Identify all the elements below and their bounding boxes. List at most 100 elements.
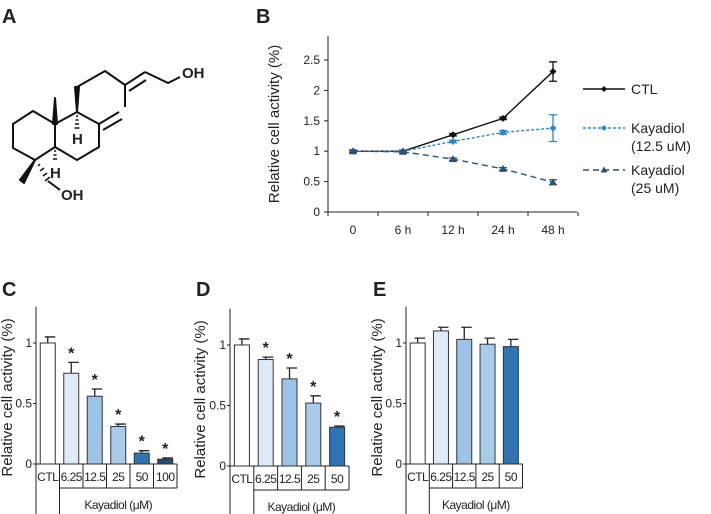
significance-star: *	[92, 372, 99, 389]
category-label: 100	[156, 470, 175, 484]
x-tick-label: 0	[350, 223, 357, 237]
y-axis-title: Relative cell activity (%)	[192, 320, 209, 478]
x-axis-title: Kayadiol (μM)	[84, 498, 152, 512]
hydrogen-label-c9: H	[72, 131, 83, 148]
data-point	[449, 137, 457, 145]
category-label: 50	[136, 470, 149, 484]
y-tick-label: 0	[395, 457, 402, 471]
y-tick-label: 2.5	[303, 53, 320, 67]
panel-label-b: B	[256, 6, 270, 28]
panel-label-e: E	[373, 279, 386, 301]
data-point	[549, 124, 557, 132]
error-bar	[68, 361, 79, 374]
bar	[157, 458, 174, 465]
significance-star: *	[162, 441, 169, 458]
category-label: 12.5	[84, 470, 106, 484]
data-point	[449, 131, 457, 139]
bar-group: * 100	[153, 441, 176, 488]
hydroxyl-label-top: OH	[182, 65, 205, 82]
data-point	[499, 128, 507, 136]
hydroxyl-label-bottom: OH	[61, 187, 84, 204]
category-label: 25	[481, 470, 494, 484]
y-tick-label: 0	[313, 205, 320, 219]
bar	[502, 346, 519, 465]
significance-star: *	[334, 409, 341, 426]
side-chain-ch2oh	[144, 71, 181, 84]
legend-label: Kayadiol	[631, 120, 685, 136]
data-point	[499, 164, 507, 172]
exocyclic-methylene-2	[102, 118, 123, 131]
significance-star: *	[286, 351, 293, 368]
hashed-bond-c5	[53, 150, 57, 160]
category-label: 6.25	[430, 470, 452, 484]
data-point	[499, 114, 507, 122]
significance-star: *	[139, 434, 146, 451]
hashed-bond-c4	[37, 163, 51, 182]
bar	[305, 402, 322, 467]
bar	[456, 338, 473, 465]
category-label: 50	[331, 472, 344, 486]
bar-chart-e: 0 0.5 1 Relative cell activity (%) CTL 6.25 12…	[369, 306, 523, 514]
hashed-bond-c9	[74, 115, 80, 129]
legend-marker	[600, 166, 608, 173]
bar-group: CTL	[231, 338, 254, 486]
legend-marker	[601, 125, 607, 131]
bar	[479, 343, 496, 465]
hydrogen-label-c5: H	[50, 165, 61, 182]
significance-star: *	[115, 407, 122, 424]
y-tick-label: 1	[313, 144, 320, 158]
category-label: CTL	[231, 472, 253, 486]
error-bar	[507, 338, 519, 347]
error-bar	[91, 388, 103, 397]
category-label: 25	[307, 472, 320, 486]
error-bar	[238, 338, 250, 345]
side-chain	[76, 70, 126, 88]
category-label: 12.5	[279, 472, 301, 486]
side-chain-double-bond	[124, 71, 146, 86]
y-tick-label: 0	[219, 459, 226, 473]
error-bar	[461, 326, 472, 340]
series-1: Kayadiol (12.5 uM)	[349, 114, 691, 155]
category-label: 6.25	[255, 472, 277, 486]
bar	[133, 452, 150, 465]
bar	[110, 425, 127, 465]
bar	[257, 359, 274, 467]
y-tick-label: 0.5	[15, 397, 32, 411]
methyl-wedge-c10	[52, 97, 58, 125]
significance-star: *	[68, 345, 75, 362]
error-bar	[44, 336, 56, 343]
category-label: CTL	[37, 470, 59, 484]
series-2: Kayadiol (25 uM)	[349, 147, 685, 196]
error-bar	[414, 337, 426, 343]
bar	[39, 342, 56, 465]
ring-b	[54, 111, 100, 161]
bar-group: 12.5	[452, 326, 476, 488]
y-tick-label: 1	[25, 336, 32, 350]
bar	[432, 330, 449, 465]
bar-group: * 25	[300, 379, 322, 490]
x-axis-title: Kayadiol (μM)	[268, 500, 336, 514]
category-label: 6.25	[61, 470, 83, 484]
bar-group: 25	[475, 337, 496, 488]
bar	[63, 372, 80, 465]
error-bar	[437, 326, 449, 331]
kayadiol-structure	[12, 70, 181, 191]
panel-label-a: A	[2, 6, 16, 28]
x-tick-label: 48 h	[541, 223, 564, 237]
bar	[281, 378, 298, 467]
significance-star: *	[310, 379, 317, 396]
y-tick-label: 0.5	[209, 399, 226, 413]
category-label: 50	[505, 470, 518, 484]
bar	[409, 342, 426, 465]
bar	[86, 395, 103, 465]
y-tick-label: 2	[313, 83, 320, 97]
y-axis-title: Relative cell activity (%)	[0, 318, 16, 476]
data-point	[549, 68, 557, 76]
legend-label-sub: (12.5 uM)	[631, 138, 691, 154]
side-chain-double-bond-2	[128, 79, 147, 92]
x-tick-label: 24 h	[491, 223, 514, 237]
side-chain-wedge-c9	[74, 86, 80, 113]
y-tick-label: 1.5	[303, 114, 320, 128]
